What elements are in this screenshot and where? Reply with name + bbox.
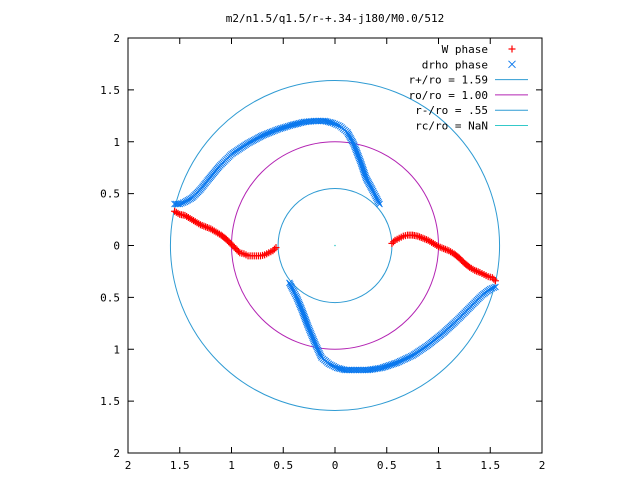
y-tick-label-8: 2 <box>113 447 120 460</box>
point-0-103 <box>202 223 210 231</box>
point-0-31 <box>441 245 449 253</box>
point-0-40 <box>426 237 434 245</box>
point-0-41 <box>424 236 432 244</box>
point-0-9 <box>474 268 482 276</box>
x-tick-label-8: 2 <box>539 459 546 472</box>
x-tick-label-4: 0 <box>332 459 339 472</box>
x-tick-label-6: 1 <box>435 459 442 472</box>
point-0-0 <box>491 277 499 285</box>
point-1-171 <box>288 284 296 291</box>
point-1-7 <box>370 189 378 197</box>
point-1-54 <box>333 121 340 128</box>
point-0-99 <box>209 226 217 234</box>
legend-swatch-0 <box>508 45 516 53</box>
point-0-1 <box>490 275 498 283</box>
point-0-10 <box>472 267 480 275</box>
point-1-221 <box>325 360 333 368</box>
x-tick-label-2: 1 <box>228 459 235 472</box>
y-tick-label-6: 1 <box>113 343 120 356</box>
point-1-162 <box>179 199 187 206</box>
point-1-335 <box>492 283 499 291</box>
point-0-44 <box>419 234 427 242</box>
point-1-53 <box>335 122 342 129</box>
point-0-101 <box>205 224 213 232</box>
point-0-121 <box>171 207 179 215</box>
origin-marker <box>334 244 336 247</box>
legend-label-1: drho phase <box>422 58 488 71</box>
point-1-224 <box>330 362 338 370</box>
point-0-43 <box>421 235 429 243</box>
point-0-63 <box>270 245 278 253</box>
point-0-33 <box>438 244 446 252</box>
legend-label-0: W phase <box>442 43 488 56</box>
point-0-104 <box>200 222 208 230</box>
point-0-105 <box>198 221 206 229</box>
legend-label-2: r+/ro = 1.59 <box>409 74 488 87</box>
point-0-8 <box>476 268 484 276</box>
x-tick-label-7: 1.5 <box>480 459 500 472</box>
point-1-6 <box>371 191 379 198</box>
point-0-102 <box>203 224 211 232</box>
point-0-114 <box>183 212 191 220</box>
y-tick-label-2: 1 <box>113 136 120 149</box>
y-tick-label-0: 2 <box>113 32 120 45</box>
point-1-175 <box>291 290 299 298</box>
y-tick-label-1: 1.5 <box>100 84 120 97</box>
point-1-5 <box>372 192 379 200</box>
x-tick-label-1: 1.5 <box>170 459 190 472</box>
point-0-28 <box>447 248 455 256</box>
legend-label-4: r-/ro = .55 <box>415 104 488 117</box>
point-1-3 <box>373 195 381 203</box>
point-1-333 <box>488 285 496 292</box>
point-1-173 <box>290 287 297 295</box>
point-0-62 <box>272 244 280 252</box>
circle-0 <box>169 80 501 411</box>
point-0-42 <box>422 236 430 244</box>
point-0-59 <box>391 236 399 244</box>
origin-dot <box>334 244 336 247</box>
point-1-166 <box>172 200 180 208</box>
point-0-30 <box>443 246 451 254</box>
point-1-223 <box>328 362 336 369</box>
series-drho-phase <box>171 117 499 374</box>
point-1-332 <box>486 285 494 293</box>
data-series <box>171 117 499 374</box>
y-tick-label-7: 1.5 <box>100 395 120 408</box>
x-tick-label-0: 2 <box>125 459 132 472</box>
x-tick-label-5: 0.5 <box>377 459 397 472</box>
chart-title: m2/n1.5/q1.5/r-+.34-j180/M0.0/512 <box>226 12 445 25</box>
point-1-334 <box>490 284 498 292</box>
point-0-45 <box>417 234 425 242</box>
legend-swatch-1 <box>508 60 516 69</box>
point-1-161 <box>181 198 189 206</box>
point-1-52 <box>336 122 344 130</box>
y-tick-label-3: 0.5 <box>100 188 120 201</box>
point-0-34 <box>436 243 444 251</box>
y-tick-label-4: 0 <box>113 240 120 253</box>
point-1-167 <box>171 200 178 208</box>
point-0-100 <box>207 225 215 233</box>
point-0-29 <box>445 247 453 255</box>
point-0-61 <box>388 239 396 247</box>
y-tick-label-5: 0.5 <box>100 291 120 304</box>
point-1-172 <box>289 285 296 293</box>
axis-ticks: 2 1.5 1 0.5 0 0.5 1 1.5 221.510.500.511.52 <box>100 32 545 472</box>
point-1-174 <box>290 289 298 296</box>
point-1-4 <box>373 194 380 202</box>
point-0-120 <box>172 208 180 216</box>
point-0-60 <box>389 238 397 246</box>
point-1-222 <box>327 361 334 368</box>
point-0-46 <box>416 233 424 241</box>
series-w-phase <box>171 207 499 285</box>
point-0-32 <box>440 245 448 253</box>
x-tick-label-3: 0.5 <box>273 459 293 472</box>
legend-label-5: rc/ro = NaN <box>415 120 488 133</box>
legend: W phase drho phase r+/ro = 1.59 ro/ro = 1.0… <box>409 43 528 133</box>
legend-label-3: ro/ro = 1.00 <box>409 89 488 102</box>
